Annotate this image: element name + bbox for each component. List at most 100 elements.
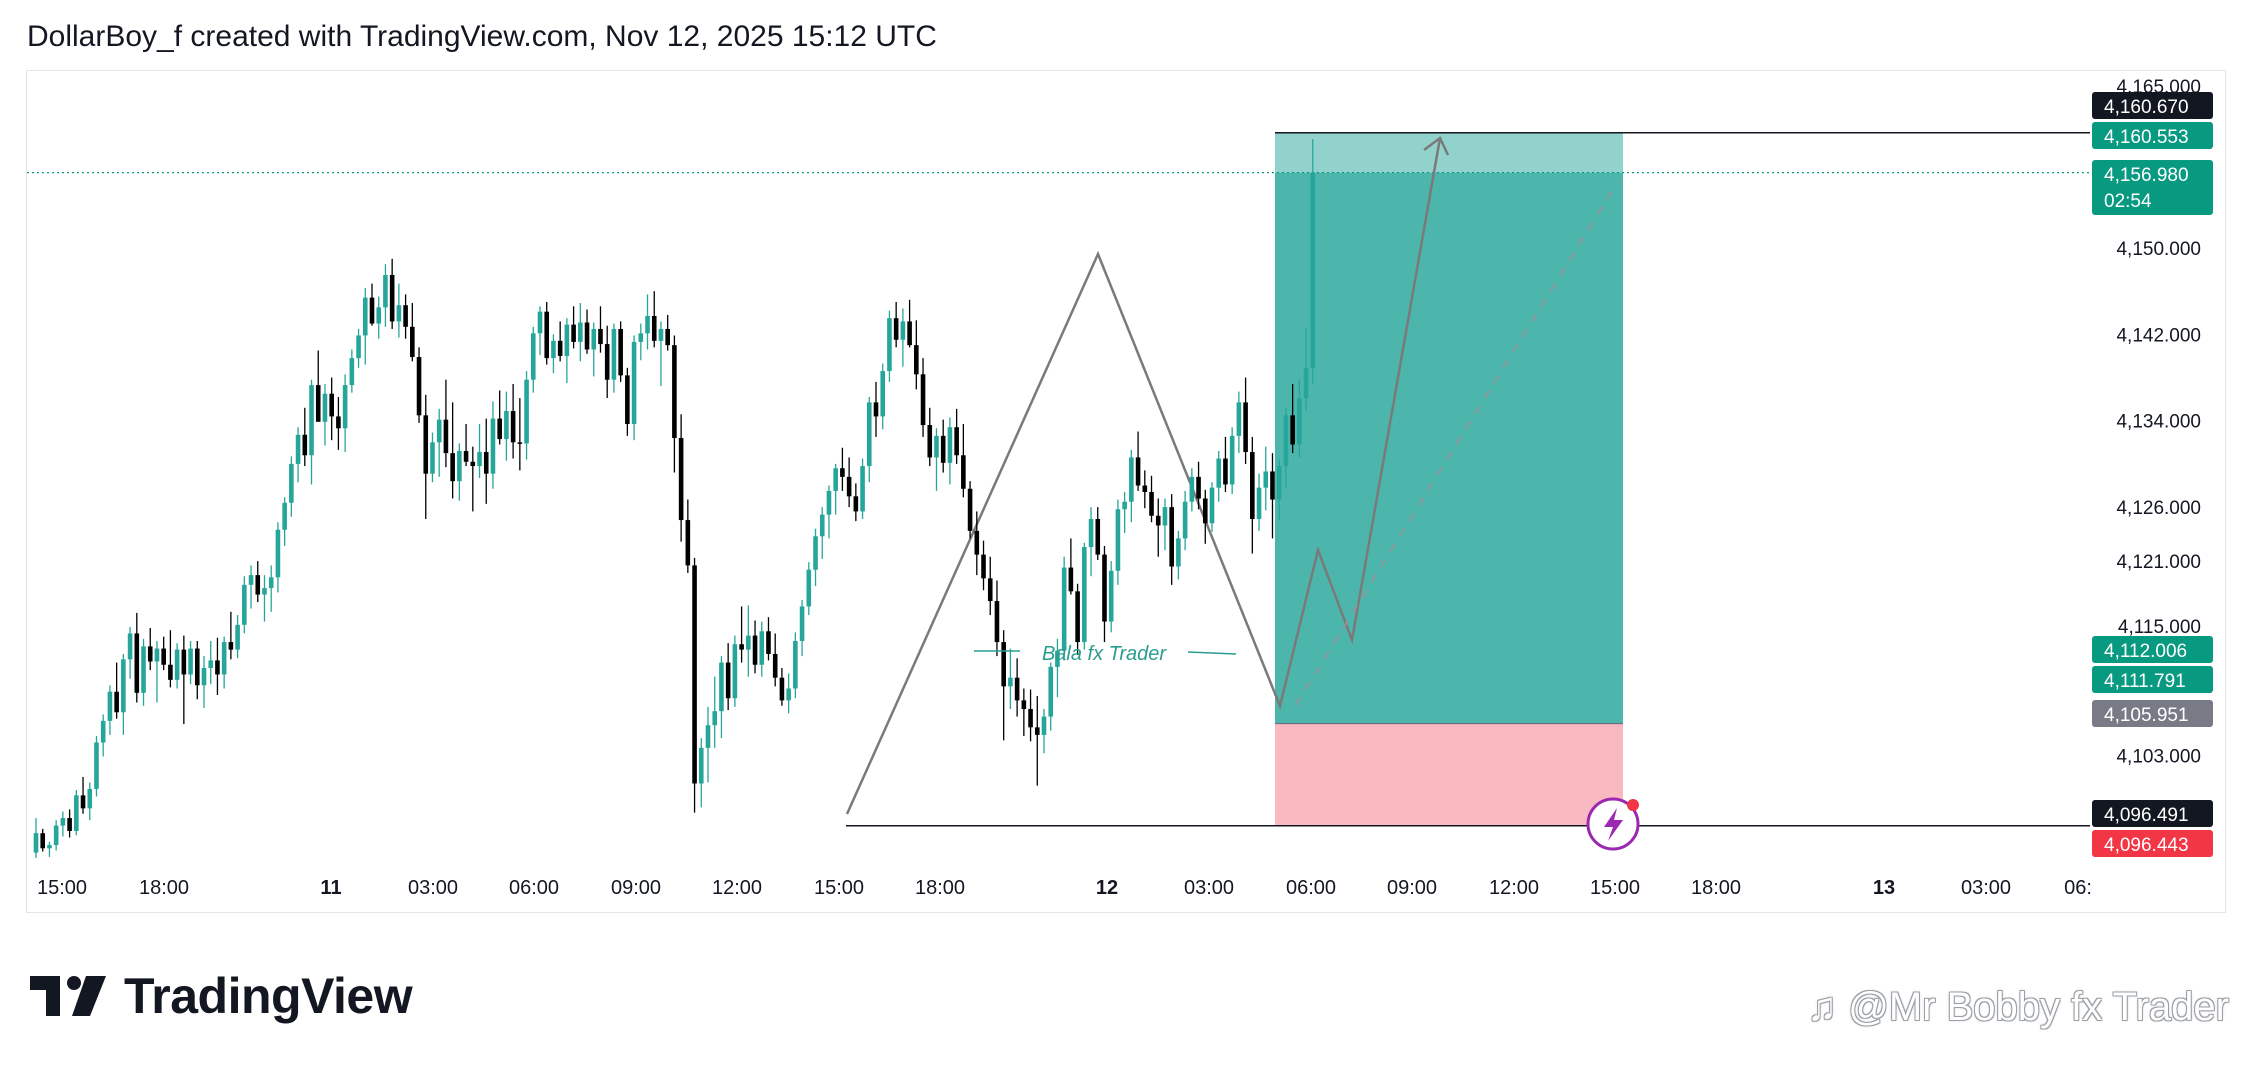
candle-body [295,434,301,464]
candle [705,706,711,783]
candle-body [80,795,86,809]
target-zone-upper [1275,132,1623,173]
price-label-box [2092,636,2213,663]
candle-body [1021,700,1027,710]
candle [1102,545,1107,643]
candle-body [168,664,173,680]
candle [692,557,697,813]
candle-body [1001,642,1006,687]
candle-body [954,427,959,456]
candle [1229,427,1235,495]
candle [1250,436,1255,554]
price-label-box [2092,160,2213,215]
candle-body [1095,518,1101,555]
candle-body [1250,452,1255,519]
candle [1243,377,1248,464]
candle [907,299,912,348]
candle-body [416,357,422,416]
candle [403,294,408,339]
candle [1149,475,1154,523]
candle [786,673,791,714]
candle-body [483,452,489,474]
candle-body [53,825,59,846]
candle-body [551,340,556,359]
candle [517,398,523,471]
candle-body [604,344,610,380]
candle [356,328,361,368]
candle-body [60,818,66,826]
candle [712,676,718,748]
candle [1270,453,1275,539]
candle-body [470,461,476,467]
candle-body [833,468,838,491]
candle-body [389,274,395,322]
candle [349,349,355,393]
candle-body [1088,518,1094,548]
candle-body [1297,398,1302,445]
candle [275,522,281,593]
candle [174,643,180,689]
candle-body [799,606,805,641]
price-label: 4,156.980 02:54 [2092,160,2213,215]
candle-body [248,575,254,585]
x-tick-label: 12:00 [712,877,762,899]
annotation-layer: Bala fx Trader [974,643,1237,665]
x-tick-label: 06:00 [509,877,559,899]
candle-body [147,646,153,662]
candle [477,423,482,478]
tradingview-brand[interactable]: TradingView [30,966,413,1026]
candle-body [914,345,919,375]
x-tick-label: 03:00 [1184,877,1234,899]
candle-body [746,635,751,650]
candle [1283,407,1289,489]
candle [752,620,758,674]
candle [914,320,919,390]
candle-body [638,333,644,342]
candle [1236,391,1242,454]
candle [248,565,254,609]
candle-body [1169,507,1174,567]
candle-body [477,452,482,467]
candle-body [920,374,926,426]
candle-body [940,435,946,463]
candle [74,789,79,836]
candle-body [537,311,543,334]
candle-body [1102,554,1107,622]
candle [1303,327,1309,412]
candle [483,418,489,504]
candle [201,656,207,708]
candle [1108,561,1114,633]
candle [665,314,670,351]
candle-body [967,488,973,531]
candle-body [33,833,39,853]
candle [1082,542,1087,650]
candle [1196,461,1201,510]
candle [60,811,66,837]
candle [967,481,973,539]
candle [134,612,140,703]
candle-body [900,321,906,340]
candle-body [934,435,939,458]
candle [215,637,220,695]
candle [47,841,52,857]
candlestick-chart[interactable]: Bala fx Trader 15:00 18:00 11 03:00 06:00 09:… [0,0,2251,930]
candle-body [1142,485,1148,492]
candle [94,735,99,797]
candle-body [1270,471,1275,500]
candle [779,667,785,706]
candle-body [974,530,980,555]
candle-body [1196,476,1201,499]
candle-body [289,463,294,503]
candle-body [947,427,953,463]
candle [524,371,529,460]
candle [396,283,402,338]
candle-body [342,385,348,429]
candle [564,318,570,383]
candle [1028,689,1033,742]
candle [141,638,146,706]
candle [282,497,287,546]
price-label: 4,096.443 [2092,830,2213,857]
candle-body [362,297,368,336]
candle [806,562,812,616]
candle [873,381,879,437]
